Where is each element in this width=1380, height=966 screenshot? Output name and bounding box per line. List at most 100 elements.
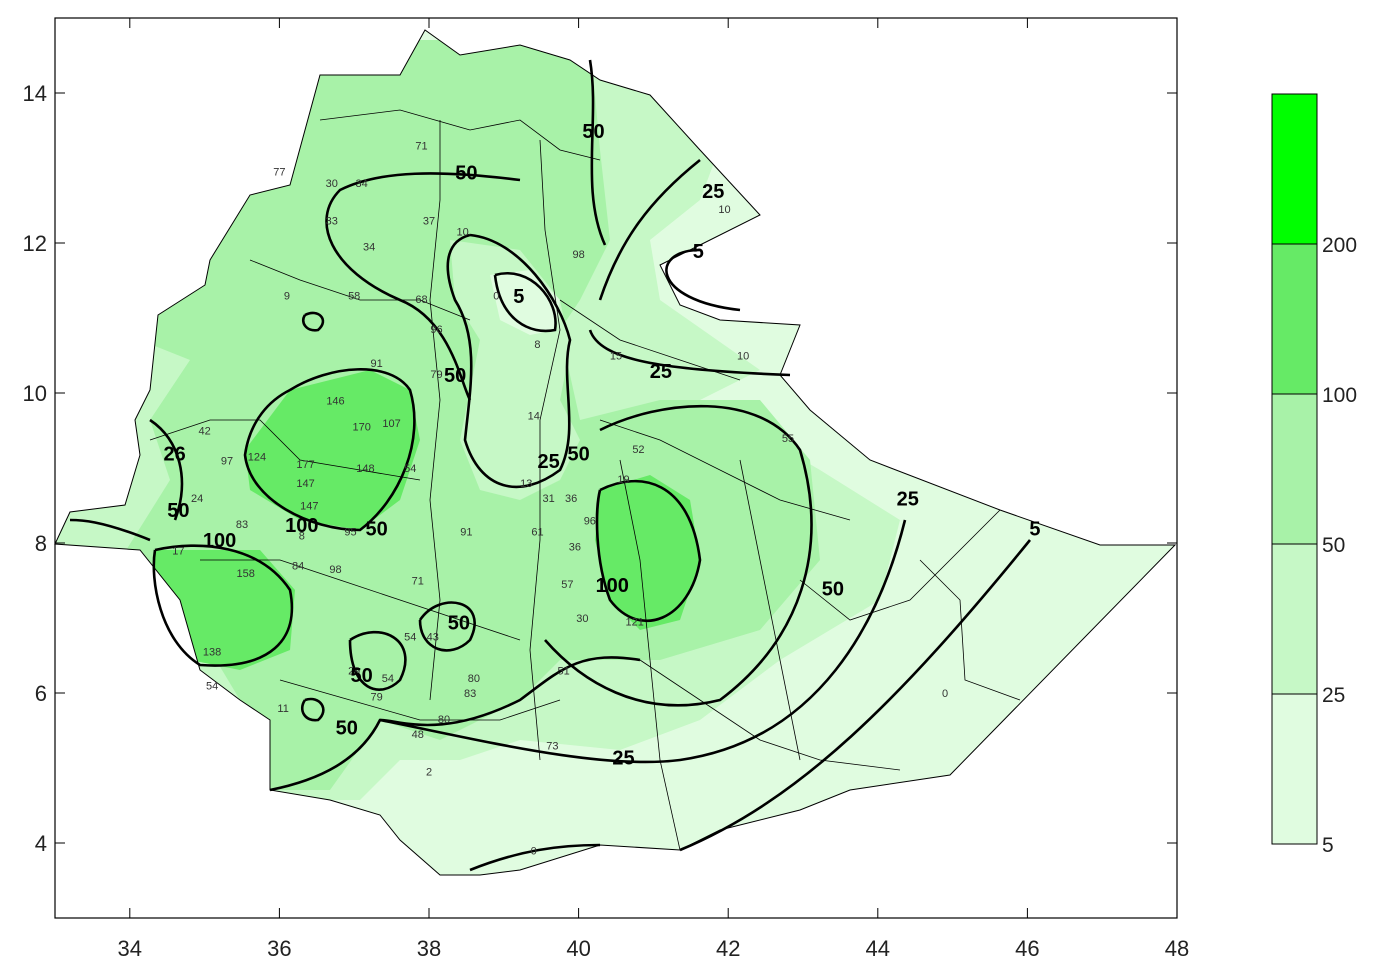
station-value: 30 — [576, 613, 588, 625]
station-value: 10 — [718, 204, 730, 216]
station-value: 34 — [363, 242, 375, 254]
station-value: 73 — [546, 740, 558, 752]
x-tick-label: 34 — [118, 936, 142, 961]
station-value: 138 — [203, 647, 221, 659]
station-value: 124 — [248, 452, 266, 464]
contour-label: 25 — [702, 181, 724, 203]
station-value: 10 — [457, 227, 469, 239]
station-value: 19 — [617, 474, 629, 486]
colorbar-legend: 200 100 50 25 5 — [1271, 93, 1357, 857]
contour-small-ring-2 — [301, 311, 325, 332]
contour-label: 5 — [1029, 519, 1040, 541]
station-value: 55 — [782, 433, 794, 445]
contour-label: 50 — [455, 162, 477, 184]
contour-50-south-arc — [269, 656, 641, 792]
contour-50-east — [544, 404, 813, 707]
station-value: 37 — [423, 215, 435, 227]
station-value: 146 — [326, 395, 344, 407]
station-value: 13 — [520, 478, 532, 490]
station-value: 33 — [326, 215, 338, 227]
contour-label: 50 — [582, 121, 604, 143]
x-tick-label: 38 — [417, 936, 441, 961]
contour-lines — [69, 59, 1032, 872]
station-value: 2 — [426, 767, 432, 779]
station-value: 10 — [737, 350, 749, 362]
contour-label: 50 — [336, 717, 358, 739]
station-value: 42 — [198, 425, 210, 437]
contour-label: 25 — [612, 747, 634, 769]
station-value: 61 — [531, 527, 543, 539]
contour-50-north-loop — [325, 172, 521, 401]
contour-label: 25 — [897, 489, 919, 511]
station-value: 14 — [528, 410, 540, 422]
contour-50-south-inner-2 — [418, 601, 476, 652]
contour-100-southwest — [152, 544, 294, 667]
station-value: 51 — [558, 665, 570, 677]
x-tick-label: 42 — [716, 936, 740, 961]
contour-25-south — [379, 519, 907, 764]
station-value: 8 — [299, 530, 305, 542]
contour-26-northwest — [149, 418, 184, 521]
station-value: 0 — [531, 845, 537, 857]
admin-boundaries — [149, 109, 1021, 851]
legend-band-25 — [1271, 543, 1318, 695]
station-value: 43 — [427, 632, 439, 644]
y-tick-label: 8 — [35, 531, 47, 556]
station-value: 158 — [237, 568, 255, 580]
station-value: 96 — [430, 324, 442, 336]
legend-label-25: 25 — [1322, 684, 1345, 707]
station-value: 9 — [284, 290, 290, 302]
contour-25-northeast — [598, 158, 701, 301]
contour-label: 100 — [596, 575, 629, 597]
station-value: 30 — [326, 178, 338, 190]
station-value: 54 — [206, 680, 218, 692]
contour-label: 26 — [164, 444, 186, 466]
station-value: 71 — [412, 575, 424, 587]
x-tick-label: 46 — [1015, 936, 1039, 961]
station-value: 95 — [344, 527, 356, 539]
station-value: 54 — [382, 673, 394, 685]
station-value: 84 — [292, 560, 304, 572]
x-tick-label: 44 — [866, 936, 890, 961]
contour-5-northeast — [665, 248, 741, 312]
legend-band-5 — [1271, 693, 1318, 845]
y-tick-label: 14 — [23, 81, 47, 106]
station-value: 58 — [348, 290, 360, 302]
contour-25-east — [588, 329, 791, 377]
contour-label: 50 — [366, 519, 388, 541]
contour-label: 100 — [203, 530, 236, 552]
contour-label: 50 — [822, 579, 844, 601]
station-value: 54 — [404, 632, 416, 644]
station-value: 83 — [236, 519, 248, 531]
contour-5-southeast — [679, 539, 1032, 852]
x-tick-label: 40 — [566, 936, 590, 961]
contour-label: 50 — [448, 612, 470, 634]
y-tick-label: 12 — [23, 231, 47, 256]
contour-50-southwest-loop — [69, 518, 151, 542]
station-value: 52 — [632, 444, 644, 456]
contour-label: 5 — [513, 286, 524, 308]
legend-label-100: 100 — [1322, 384, 1357, 407]
contour-label: 50 — [444, 365, 466, 387]
station-value: 0 — [942, 688, 948, 700]
station-value: 24 — [191, 493, 203, 505]
station-value: 57 — [561, 579, 573, 591]
contour-100-east — [595, 479, 702, 622]
legend-label-50: 50 — [1322, 534, 1345, 557]
station-value: 96 — [584, 515, 596, 527]
station-value: 97 — [221, 455, 233, 467]
y-tick-label: 10 — [23, 381, 47, 406]
legend-band-100 — [1271, 243, 1318, 395]
station-value: 17 — [172, 545, 184, 557]
legend-label-5: 5 — [1322, 834, 1334, 857]
legend-band-200 — [1271, 93, 1318, 245]
station-value: 80 — [468, 673, 480, 685]
contour-label: 50 — [567, 444, 589, 466]
x-tick-label: 36 — [267, 936, 291, 961]
contour-label: 25 — [650, 361, 672, 383]
y-tick-label: 4 — [35, 831, 47, 856]
station-value: 98 — [572, 249, 584, 261]
